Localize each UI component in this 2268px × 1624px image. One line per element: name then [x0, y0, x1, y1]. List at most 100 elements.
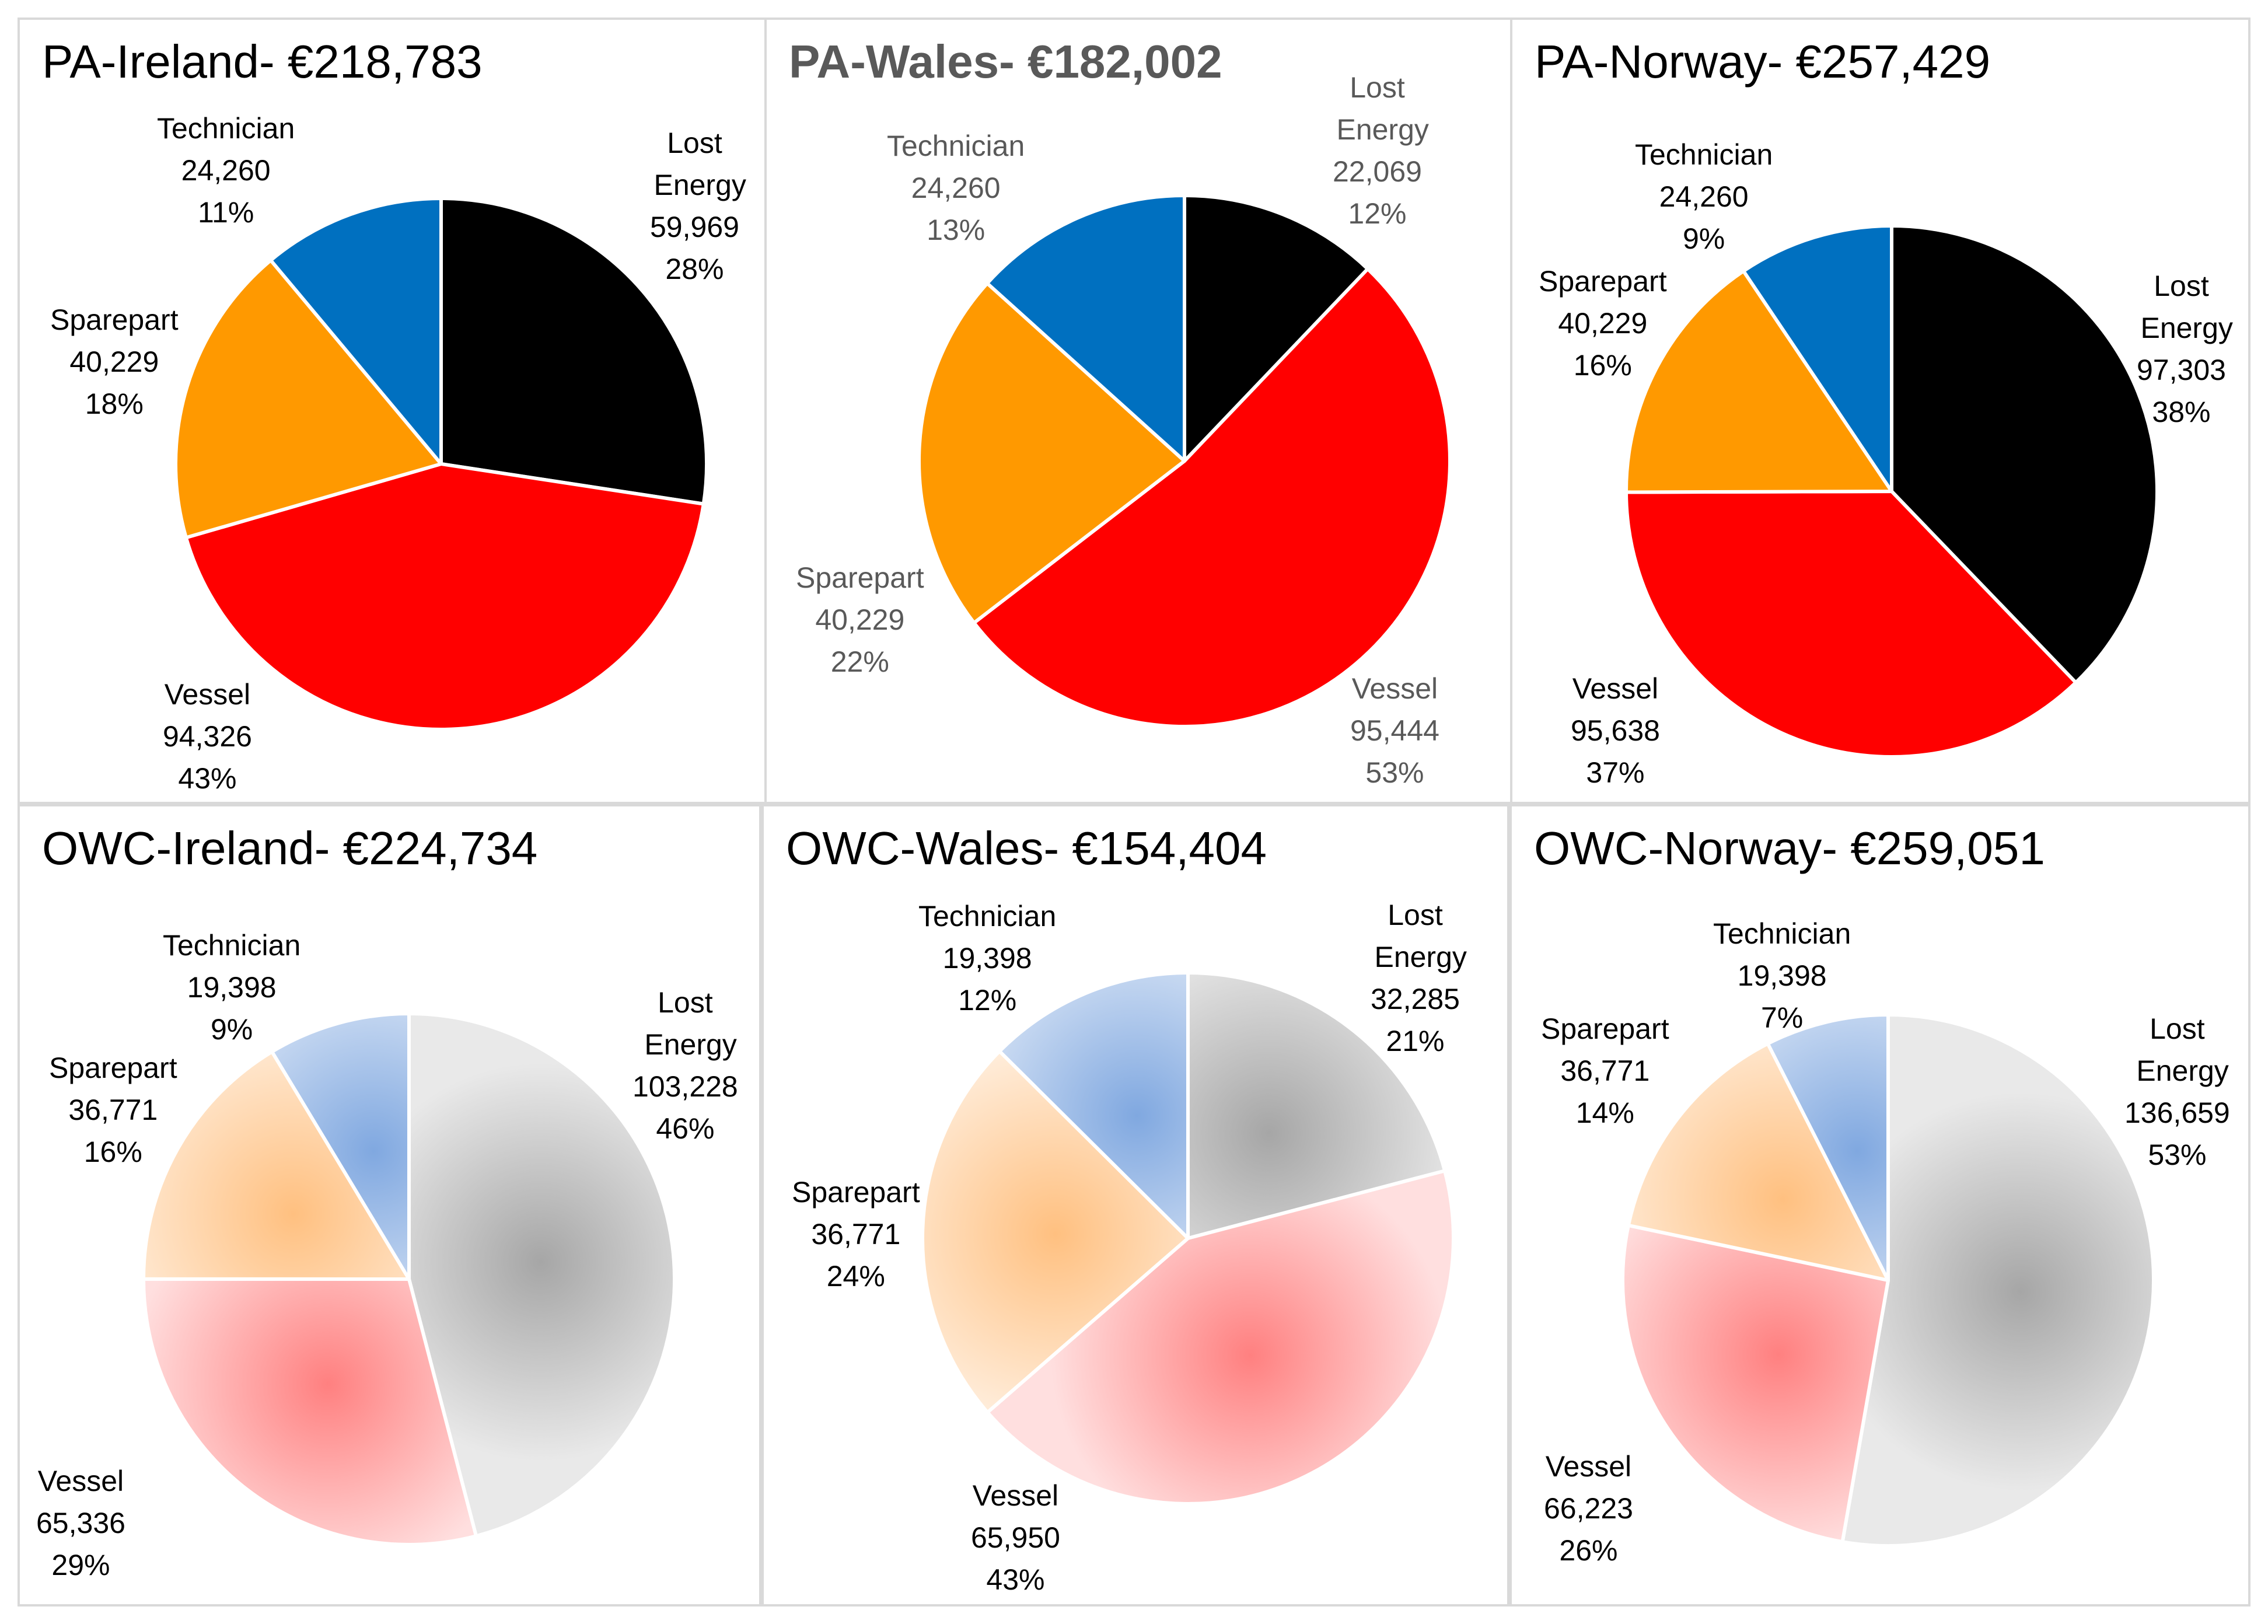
slice-value: 19,398	[942, 942, 1032, 975]
slice-percent: 24%	[826, 1260, 885, 1293]
slice-value: 19,398	[187, 971, 277, 1004]
slice-name: Lost Energy	[644, 986, 737, 1061]
label-sparepart: Sparepart 40,229 16%	[1539, 260, 1667, 386]
label-lost-energy: Lost Energy 59,969 28%	[650, 122, 746, 290]
slice-percent: 37%	[1586, 756, 1645, 789]
slice-name: Technician	[163, 929, 301, 962]
slice-name: Vessel	[164, 678, 251, 711]
slice-percent: 16%	[1573, 349, 1632, 382]
slice-value: 36,771	[68, 1094, 158, 1126]
pie-slice-technician	[985, 194, 1186, 463]
pie-slice-sparepart	[142, 1050, 411, 1281]
slice-name: Lost Energy	[2136, 1012, 2229, 1087]
chart-panel-owc-norway: OWC-Norway- €259,051 Lost Energy 136,659…	[1509, 804, 2250, 1606]
slice-name: Sparepart	[1541, 1012, 1669, 1045]
chart-title: PA-Norway- €257,429	[1535, 36, 1991, 88]
label-sparepart: Sparepart 36,771 14%	[1541, 1008, 1669, 1134]
slice-value: 97,303	[2137, 354, 2226, 386]
slice-name: Sparepart	[796, 561, 924, 594]
slice-percent: 38%	[2152, 396, 2211, 428]
pie-chart	[1621, 1013, 2155, 1548]
slice-percent: 26%	[1559, 1534, 1618, 1567]
label-technician: Technician 24,260 9%	[1635, 134, 1773, 260]
slice-percent: 18%	[85, 387, 144, 420]
label-lost-energy: Lost Energy 32,285 21%	[1371, 894, 1467, 1062]
pie-chart	[174, 197, 708, 731]
slice-name: Sparepart	[792, 1176, 920, 1209]
slice-percent: 13%	[927, 214, 986, 246]
chart-panel-pa-ireland: PA-Ireland- €218,783 Lost Energy 59,969 …	[18, 18, 768, 804]
pie-slice-lost-energy	[439, 197, 708, 506]
label-lost-energy: Lost Energy 22,069 12%	[1333, 67, 1429, 235]
chart-title: OWC-Wales- €154,404	[786, 822, 1267, 874]
pie-slice-sparepart	[917, 281, 1186, 625]
slice-name: Technician	[1713, 917, 1851, 950]
pie-slice-vessel	[986, 1169, 1455, 1506]
label-technician: Technician 24,260 13%	[887, 125, 1025, 251]
slice-name: Vessel	[1572, 672, 1659, 705]
slice-value: 40,229	[1558, 307, 1648, 340]
label-vessel: Vessel 94,326 43%	[163, 673, 252, 799]
slice-percent: 9%	[211, 1013, 253, 1046]
slice-name: Sparepart	[49, 1052, 177, 1084]
slice-name: Lost Energy	[654, 127, 746, 201]
slice-value: 22,069	[1333, 155, 1422, 188]
pie-slice-vessel	[1621, 1223, 1890, 1544]
slice-value: 95,444	[1350, 714, 1439, 747]
slice-name: Lost Energy	[1336, 71, 1429, 146]
slice-percent: 28%	[665, 253, 724, 285]
slice-value: 40,229	[815, 603, 905, 636]
chart-panel-pa-norway: PA-Norway- €257,429 Lost Energy 97,303 3…	[1510, 18, 2250, 804]
pie-chart	[917, 194, 1452, 728]
slice-percent: 53%	[2148, 1138, 2207, 1171]
pie-slice-technician	[1766, 1013, 1890, 1282]
slice-percent: 43%	[986, 1563, 1045, 1596]
slice-name: Sparepart	[50, 303, 179, 336]
chart-title: PA-Wales- €182,002	[789, 36, 1222, 88]
slice-value: 66,223	[1544, 1492, 1633, 1525]
slice-percent: 22%	[830, 645, 889, 678]
slice-percent: 7%	[1761, 1001, 1804, 1034]
pie-slice-vessel	[142, 1277, 478, 1546]
slice-name: Vessel	[972, 1479, 1059, 1512]
slice-value: 95,638	[1571, 714, 1660, 747]
slice-value: 36,771	[811, 1218, 901, 1251]
slice-percent: 53%	[1365, 756, 1424, 789]
slice-value: 24,260	[181, 154, 271, 187]
chart-panel-owc-ireland: OWC-Ireland- €224,734 Lost Energy 103,22…	[18, 804, 761, 1606]
label-lost-energy: Lost Energy 97,303 38%	[2137, 265, 2233, 433]
label-lost-energy: Lost Energy 136,659 53%	[2124, 1008, 2230, 1176]
slice-value: 65,336	[36, 1507, 125, 1539]
slice-name: Technician	[918, 900, 1057, 933]
slice-value: 103,228	[632, 1070, 738, 1103]
label-vessel: Vessel 95,444 53%	[1350, 668, 1439, 794]
slice-name: Lost Energy	[2140, 270, 2233, 344]
slice-percent: 12%	[1348, 197, 1407, 230]
pie-slice-sparepart	[921, 1049, 1190, 1415]
label-sparepart: Sparepart 36,771 16%	[49, 1047, 177, 1173]
slice-percent: 14%	[1575, 1096, 1634, 1129]
slice-percent: 11%	[197, 196, 254, 229]
pie-chart	[921, 971, 1455, 1506]
slice-percent: 16%	[83, 1136, 142, 1168]
pie-slice-lost-energy	[1890, 224, 2159, 684]
slice-percent: 29%	[51, 1549, 110, 1581]
label-vessel: Vessel 95,638 37%	[1571, 668, 1660, 794]
pie-slice-lost-energy	[1186, 971, 1447, 1240]
pie-slice-lost-energy	[407, 1012, 676, 1538]
slice-value: 59,969	[650, 211, 739, 243]
slice-name: Technician	[157, 112, 295, 145]
slice-value: 24,260	[1659, 180, 1749, 213]
chart-title: OWC-Ireland- €224,734	[42, 822, 538, 874]
slice-percent: 9%	[1683, 222, 1725, 255]
slice-value: 136,659	[2124, 1096, 2230, 1129]
pie-slice-sparepart	[174, 259, 443, 540]
slice-name: Vessel	[37, 1465, 124, 1497]
slice-name: Lost Energy	[1374, 899, 1467, 973]
slice-name: Vessel	[1545, 1450, 1632, 1483]
chart-panel-pa-wales: PA-Wales- €182,002 Lost Energy 22,069 12…	[764, 18, 1514, 804]
slice-value: 40,229	[69, 345, 159, 378]
pie-slice-sparepart	[1626, 1042, 1890, 1282]
slice-percent: 21%	[1386, 1025, 1445, 1057]
chart-title: PA-Ireland- €218,783	[42, 36, 483, 88]
